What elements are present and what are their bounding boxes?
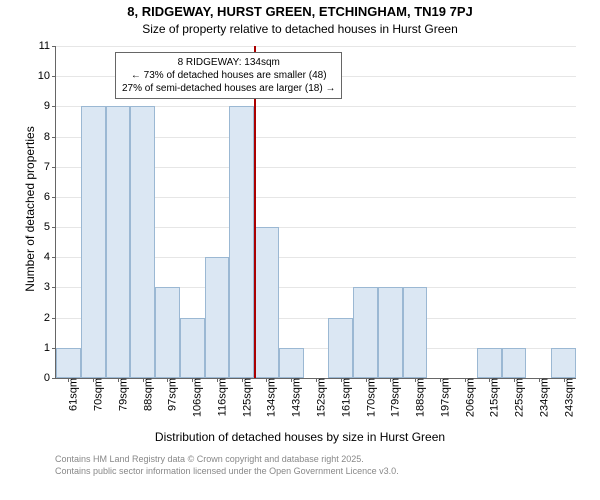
annotation-line3: 27% of semi-detached houses are larger (… [122,82,335,95]
histogram-bar [279,348,304,378]
x-tick-label: 106sqm [186,378,204,417]
x-tick-label: 143sqm [285,378,303,417]
histogram-bar [229,106,254,378]
histogram-bar [155,287,180,378]
y-tick-mark [52,318,56,319]
histogram-bar [403,287,428,378]
y-tick-mark [52,287,56,288]
x-tick-label: 188sqm [409,378,427,417]
histogram-bar [130,106,155,378]
footer-line2: Contains public sector information licen… [55,466,399,478]
x-tick-label: 215sqm [483,378,501,417]
histogram-bar [254,227,279,378]
x-tick-label: 61sqm [62,378,80,411]
y-tick-mark [52,257,56,258]
x-tick-label: 70sqm [87,378,105,411]
histogram-bar [180,318,205,378]
x-tick-label: 116sqm [211,378,229,416]
x-tick-label: 179sqm [384,378,402,417]
x-tick-label: 161sqm [334,378,352,417]
x-tick-label: 152sqm [310,378,328,417]
y-tick-mark [52,137,56,138]
histogram-bar [205,257,230,378]
y-tick-mark [52,197,56,198]
y-tick-mark [52,106,56,107]
x-tick-label: 206sqm [458,378,476,417]
x-tick-label: 125sqm [235,378,253,417]
x-tick-label: 243sqm [557,378,575,417]
x-tick-label: 197sqm [433,378,451,417]
x-tick-label: 225sqm [508,378,526,417]
annotation-line2: ← 73% of detached houses are smaller (48… [122,69,335,82]
chart-container: { "title_line1": "8, RIDGEWAY, HURST GRE… [0,0,600,500]
histogram-bar [106,106,131,378]
footer-credits: Contains HM Land Registry data © Crown c… [55,454,399,477]
footer-line1: Contains HM Land Registry data © Crown c… [55,454,399,466]
y-tick-mark [52,46,56,47]
gridline-h [56,46,576,47]
y-tick-mark [52,76,56,77]
annotation-line1: 8 RIDGEWAY: 134sqm [122,56,335,69]
x-tick-label: 170sqm [359,378,377,417]
histogram-bar [502,348,527,378]
y-tick-mark [52,378,56,379]
histogram-bar [551,348,576,378]
y-tick-mark [52,167,56,168]
x-tick-label: 97sqm [161,378,179,411]
histogram-bar [378,287,403,378]
histogram-bar [56,348,81,378]
x-axis-label: Distribution of detached houses by size … [0,430,600,444]
x-tick-label: 88sqm [136,378,154,411]
y-tick-mark [52,227,56,228]
y-axis-label: Number of detached properties [23,109,37,309]
x-tick-label: 134sqm [260,378,278,417]
histogram-bar [353,287,378,378]
annotation-box: 8 RIDGEWAY: 134sqm ← 73% of detached hou… [115,52,342,99]
x-tick-label: 79sqm [112,378,130,411]
chart-subtitle: Size of property relative to detached ho… [0,22,600,36]
histogram-bar [328,318,353,378]
x-tick-label: 234sqm [533,378,551,417]
histogram-bar [81,106,106,378]
histogram-bar [477,348,502,378]
chart-title: 8, RIDGEWAY, HURST GREEN, ETCHINGHAM, TN… [0,4,600,19]
